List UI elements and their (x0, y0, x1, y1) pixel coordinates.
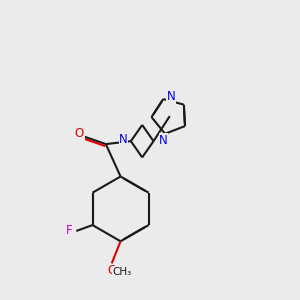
Text: CH₃: CH₃ (112, 267, 132, 277)
Text: N: N (119, 133, 128, 146)
Text: F: F (66, 224, 72, 238)
Text: N: N (167, 90, 176, 103)
Text: N: N (159, 134, 168, 147)
Text: O: O (75, 127, 84, 140)
Text: O: O (107, 264, 116, 277)
